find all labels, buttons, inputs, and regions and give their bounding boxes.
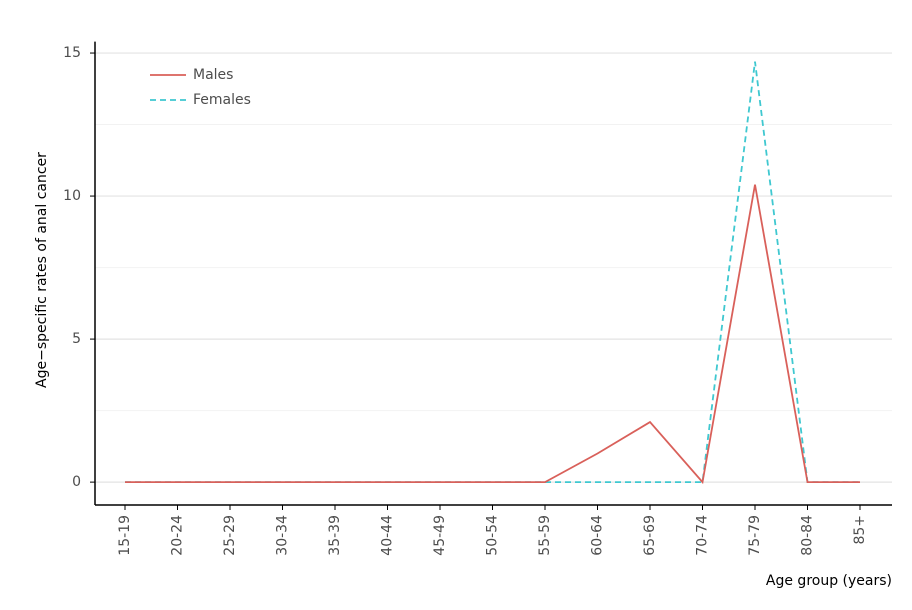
x-tick-label: 50-54 (485, 515, 501, 556)
x-tick-label: 55-59 (537, 515, 553, 556)
line-series (125, 184, 860, 485)
x-tick-label: 35-39 (327, 515, 343, 556)
x-tick-label: 15-19 (117, 515, 133, 556)
x-tick-label: 80-84 (800, 515, 816, 556)
x-tick-label: 20-24 (170, 515, 186, 556)
legend-label: Males (193, 67, 233, 83)
x-tick-label: 25-29 (222, 515, 238, 556)
y-axis-title: Age−specific rates of anal cancer (34, 152, 50, 388)
y-tick-label: 0 (72, 474, 81, 490)
x-tick-label: 70-74 (695, 515, 711, 556)
x-tick-label: 85+ (852, 515, 868, 545)
x-tick-label: 40-44 (380, 515, 396, 556)
y-tick-label: 10 (63, 188, 81, 204)
x-tick-label: 60-64 (590, 515, 606, 556)
x-axis-title: Age group (years) (766, 573, 892, 589)
legend-label: Females (193, 92, 251, 108)
y-tick-label: 5 (72, 331, 81, 347)
x-tick-label: 75-79 (747, 515, 763, 556)
y-tick-label: 15 (63, 45, 81, 61)
x-tick-label: 65-69 (642, 515, 658, 556)
x-tick-label: 45-49 (432, 515, 448, 556)
x-tick-label: 30-34 (275, 515, 291, 556)
